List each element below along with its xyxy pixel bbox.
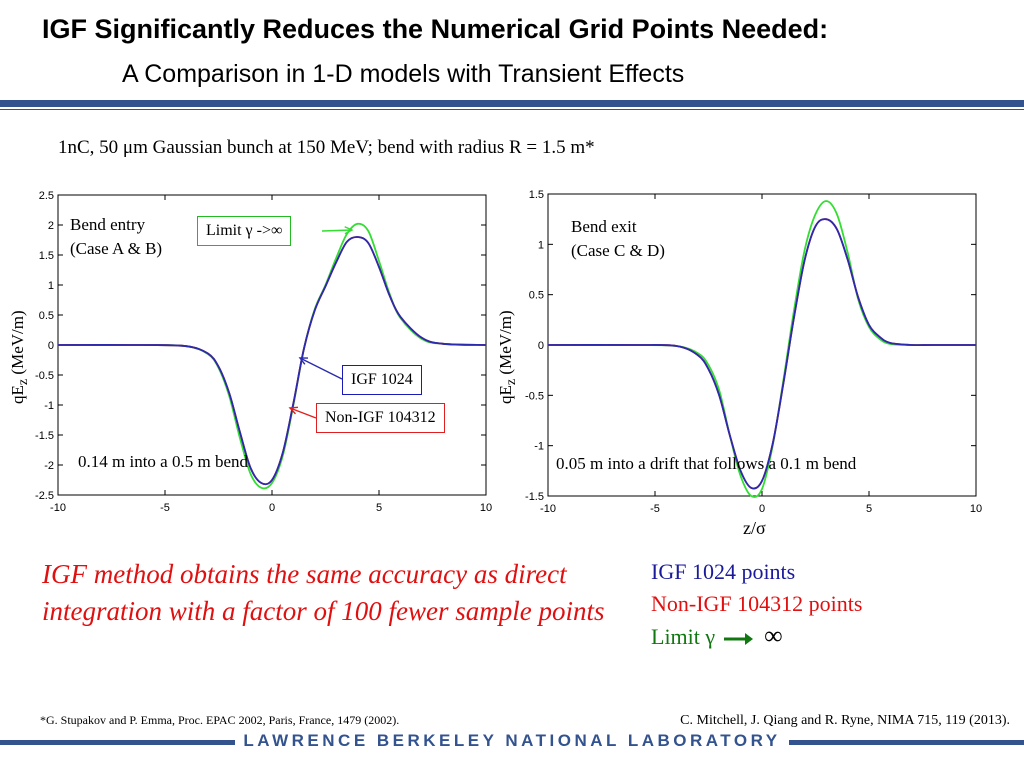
left-chart-y-tick-label: 0 (48, 340, 54, 352)
lab-name: LAWRENCE BERKELEY NATIONAL LABORATORY (235, 730, 789, 752)
left-chart: -10 -5 0 5 10 -2.5 -2 -1.5 -1 -0.5 0 0.5 1 1.5 2 2.5 (35, 190, 492, 514)
legend-infinity-symbol: ∞ (764, 621, 783, 650)
left-chart-x-tick-label: 10 (480, 502, 492, 514)
legend-igf: IGF 1024 points (651, 559, 796, 584)
legend-limit-label: Limit γ (651, 624, 716, 649)
left-chart-y-tick-label: -1 (44, 400, 54, 412)
slide-title: IGF Significantly Reduces the Numerical … (42, 14, 829, 44)
right-chart-case-line2: (Case C & D) (571, 241, 665, 260)
right-chart-y-tick-label: -0.5 (525, 390, 544, 402)
left-chart-y-tick-label: -2 (44, 460, 54, 472)
right-chart-y-tick-label: 0.5 (529, 290, 544, 302)
citation: C. Mitchell, J. Qiang and R. Ryne, NIMA … (680, 713, 1010, 728)
left-chart-y-tick-label: 1.5 (39, 250, 54, 262)
left-chart-y-tick-label: 2.5 (39, 190, 54, 202)
right-chart-y-tick-label: 1 (538, 239, 544, 251)
callout-igf-arrow-head (298, 357, 309, 365)
left-chart-case-line1: Bend entry (70, 215, 146, 234)
left-chart-series-limit (57, 222, 487, 490)
left-chart-y-tick-label: 1 (48, 280, 54, 292)
right-chart-x-tick-label: 0 (759, 503, 765, 515)
right-chart-y-tick-label: 0 (538, 340, 544, 352)
left-chart-y-tick-label: 0.5 (39, 310, 54, 322)
right-chart-case-label: Bend exit (Case C & D) (571, 215, 665, 263)
left-chart-x-tick-label: -5 (160, 502, 170, 514)
right-chart-note: 0.05 m into a drift that follows a 0.1 m… (556, 454, 857, 473)
slide-subtitle: A Comparison in 1-D models with Transien… (122, 60, 685, 88)
left-chart-x-tick-label: 5 (376, 502, 382, 514)
right-chart-y-axis-label: qEz (MeV/m) (495, 310, 520, 405)
left-chart-x-tick-label: 0 (269, 502, 275, 514)
callout-non-igf-arrow-head (288, 406, 299, 415)
right-chart-y-tick-label: -1 (534, 441, 544, 453)
right-chart: -10 -5 0 5 10 -1.5 -1 -0.5 0 0.5 1 1.5 (525, 189, 982, 515)
right-chart-y-tick-label: 1.5 (529, 189, 544, 201)
callout-igf-arrow-line (299, 357, 343, 380)
left-chart-case-label: Bend entry (Case A & B) (70, 213, 162, 261)
right-chart-x-tick-label: 10 (970, 503, 982, 515)
conclusion-text: IGF method obtains the same accuracy as … (42, 559, 605, 626)
experiment-setup-text: 1nC, 50 μm Gaussian bunch at 150 MeV; be… (58, 137, 595, 158)
right-chart-series-igf (547, 218, 976, 490)
callout-limit: Limit γ ->∞ (197, 216, 292, 246)
left-chart-series-non_igf (57, 236, 487, 486)
legend: IGF 1024 points Non-IGF 104312 points Li… (651, 556, 862, 653)
left-chart-note: 0.14 m into a 0.5 m bend (78, 452, 248, 471)
right-chart-y-tick-label: -1.5 (525, 491, 544, 503)
right-chart-x-tick-label: -10 (540, 503, 556, 515)
footnote: *G. Stupakov and P. Emma, Proc. EPAC 200… (40, 713, 400, 727)
legend-limit: Limit γ ∞ (651, 620, 862, 653)
left-chart-y-tick-label: -1.5 (35, 430, 54, 442)
header-divider-thin (0, 109, 1024, 110)
legend-non-igf: Non-IGF 104312 points (651, 591, 863, 616)
left-chart-y-axis-label: qEz (MeV/m) (7, 310, 32, 405)
callout-non-igf: Non-IGF 104312 (316, 403, 445, 433)
right-chart-x-tick-label: 5 (866, 503, 872, 515)
lab-banner: LAWRENCE BERKELEY NATIONAL LABORATORY (0, 730, 1024, 752)
left-chart-case-line2: (Case A & B) (70, 239, 163, 258)
left-chart-series-igf (57, 236, 487, 486)
right-chart-series-limit (547, 200, 976, 498)
left-chart-y-tick-label: 2 (48, 220, 54, 232)
left-chart-y-tick-label: -2.5 (35, 490, 54, 502)
callout-igf: IGF 1024 (342, 365, 422, 395)
callout-non-igf-arrow-line (289, 407, 317, 419)
callout-limit-arrow-head (344, 226, 354, 235)
left-chart-x-tick-label: -10 (50, 502, 66, 514)
callout-limit-arrow-line (321, 229, 353, 232)
right-chart-x-tick-label: -5 (650, 503, 660, 515)
arrow-right-icon (723, 632, 753, 645)
left-chart-y-tick-label: -0.5 (35, 370, 54, 382)
right-chart-x-axis-label: z/σ (743, 518, 766, 538)
right-chart-case-line1: Bend exit (571, 217, 637, 236)
header-divider (0, 100, 1024, 107)
